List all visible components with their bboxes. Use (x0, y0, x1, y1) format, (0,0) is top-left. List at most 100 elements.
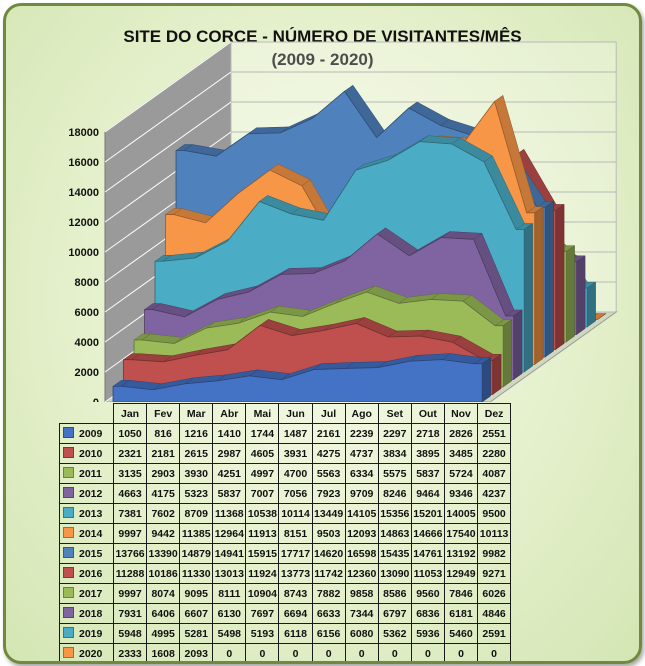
data-label: 0 (245, 643, 280, 661)
data-label: 14879 (179, 543, 214, 564)
y-tick-label: 16000 (68, 157, 99, 169)
data-label: 6406 (146, 603, 181, 624)
data-label: 7602 (146, 503, 181, 524)
table-row: 2016 11288 10186 11330 13013 11924 13773 11742 1… (59, 563, 512, 584)
y-tick-label: 14000 (68, 187, 99, 199)
data-label: 11924 (245, 563, 280, 584)
data-label: 8743 (278, 583, 313, 604)
data-label: 9464 (410, 483, 445, 504)
data-label: 17717 (278, 543, 313, 564)
y-tick-label: 8000 (75, 277, 99, 289)
data-label: 5323 (179, 483, 214, 504)
data-label: 10186 (146, 563, 181, 584)
data-label: 1487 (278, 423, 313, 444)
data-table: Jan Fev Mar Abr Mai Jun Jul Ago Set Out Nov Dez 200… (59, 403, 512, 661)
data-label: 9997 (112, 523, 148, 544)
data-label: 6080 (344, 623, 379, 644)
legend-swatch (63, 627, 74, 638)
data-label: 14105 (344, 503, 379, 524)
data-label: 10114 (278, 503, 313, 524)
data-label: 12360 (344, 563, 379, 584)
data-label: 9346 (443, 483, 479, 504)
series-2017-side (565, 245, 575, 343)
data-label: 4175 (146, 483, 181, 504)
data-label: 9560 (410, 583, 445, 604)
data-label: 6118 (278, 623, 313, 644)
data-label: 2093 (179, 643, 214, 661)
legend-label: 2014 (79, 528, 103, 540)
data-label: 11368 (212, 503, 247, 524)
y-tick-label: 12000 (68, 217, 99, 229)
data-label: 4237 (477, 483, 512, 504)
data-label: 8074 (146, 583, 181, 604)
data-label: 2321 (112, 443, 148, 464)
data-label: 2280 (477, 443, 512, 464)
series-2010-side (492, 353, 502, 395)
data-label: 8709 (179, 503, 214, 524)
data-label: 2239 (344, 423, 379, 444)
x-tick-label: Mar (179, 403, 214, 424)
data-label: 4251 (212, 463, 247, 484)
data-label: 6334 (344, 463, 379, 484)
data-label: 1744 (245, 423, 280, 444)
data-label: 15915 (245, 543, 280, 564)
x-tick-label: Jun (278, 403, 313, 424)
legend-entry: 2017 (59, 583, 114, 604)
legend-swatch (63, 527, 74, 538)
table-corner (59, 403, 114, 424)
legend-entry: 2009 (59, 423, 114, 444)
data-label: 16598 (344, 543, 379, 564)
data-label: 2161 (311, 423, 346, 444)
data-label: 9095 (179, 583, 214, 604)
data-label: 6797 (377, 603, 412, 624)
table-row: 2019 5948 4995 5281 5498 5193 6118 6156 6080 5362… (59, 623, 512, 644)
data-label: 4997 (245, 463, 280, 484)
data-label: 10538 (245, 503, 280, 524)
data-label: 0 (477, 643, 512, 661)
data-label: 14863 (377, 523, 412, 544)
y-tick-label: 10000 (68, 247, 99, 259)
data-label: 11385 (179, 523, 214, 544)
legend-swatch (63, 467, 74, 478)
data-label: 6026 (477, 583, 512, 604)
legend-label: 2010 (79, 448, 103, 460)
data-label: 4700 (278, 463, 313, 484)
table-row: 2011 3135 2903 3930 4251 4997 4700 5563 6334 5575… (59, 463, 512, 484)
legend-entry: 2016 (59, 563, 114, 584)
x-tick-label: Jul (311, 403, 346, 424)
data-label: 13766 (112, 543, 148, 564)
data-label: 13449 (311, 503, 346, 524)
legend-label: 2012 (79, 488, 103, 500)
data-label: 3135 (112, 463, 148, 484)
legend-swatch (63, 447, 74, 458)
data-label: 4663 (112, 483, 148, 504)
series-2011-side (502, 319, 512, 388)
legend-swatch (63, 647, 74, 658)
legend-entry: 2020 (59, 643, 114, 661)
legend-label: 2020 (79, 648, 103, 660)
legend-swatch (63, 487, 74, 498)
data-label: 9997 (112, 583, 148, 604)
data-label: 5724 (443, 463, 479, 484)
data-label: 1410 (212, 423, 247, 444)
data-label: 2297 (377, 423, 412, 444)
data-label: 7931 (112, 603, 148, 624)
data-label: 6633 (311, 603, 346, 624)
data-label: 7923 (311, 483, 346, 504)
data-label: 4737 (344, 443, 379, 464)
data-label: 4605 (245, 443, 280, 464)
table-row: 2012 4663 4175 5323 5837 7007 7056 7923 9709 8246… (59, 483, 512, 504)
data-label: 8246 (377, 483, 412, 504)
data-label: 5563 (311, 463, 346, 484)
data-label: 17540 (443, 523, 479, 544)
series-2020-side (597, 313, 607, 320)
data-label: 7697 (245, 603, 280, 624)
data-label: 3895 (410, 443, 445, 464)
data-label: 13013 (212, 563, 247, 584)
legend-swatch (63, 567, 74, 578)
legend-swatch (63, 507, 74, 518)
data-label: 5948 (112, 623, 148, 644)
data-label: 0 (278, 643, 313, 661)
data-label: 0 (443, 643, 479, 661)
y-tick-label: 2000 (75, 367, 99, 379)
